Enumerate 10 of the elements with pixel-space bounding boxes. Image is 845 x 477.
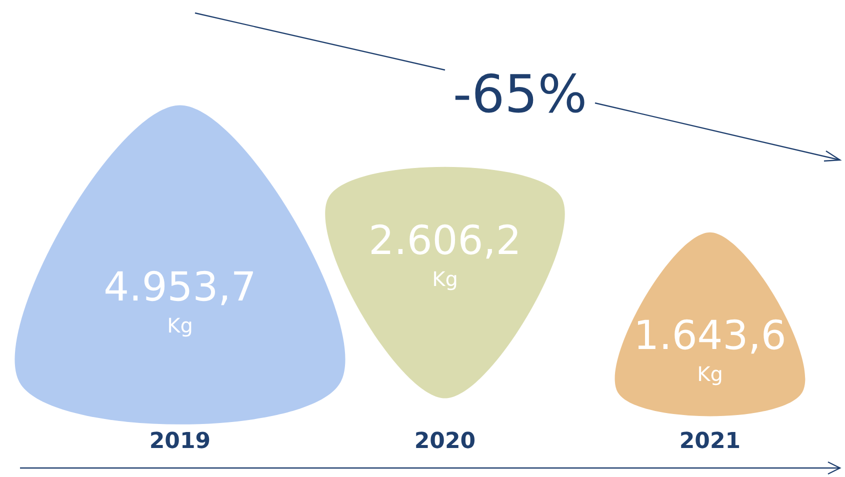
category-label: 2019 [149,429,211,454]
text: -65% [452,65,588,125]
text: Kg [697,362,723,386]
data-label: 2.606,2 [368,218,522,264]
category-label: 2020 [414,429,476,454]
text: Kg [432,267,458,292]
text: Kg [167,313,193,338]
category-label: 2021 [679,429,741,454]
data-label: 4.953,7 [104,264,256,310]
data-label: 1.643,6 [634,312,786,359]
